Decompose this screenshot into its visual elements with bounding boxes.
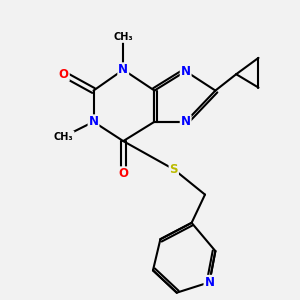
Text: O: O	[59, 68, 69, 81]
Text: N: N	[204, 276, 214, 289]
Text: O: O	[118, 167, 128, 180]
Text: S: S	[169, 163, 178, 176]
Text: N: N	[181, 65, 191, 78]
Text: CH₃: CH₃	[54, 132, 74, 142]
Text: CH₃: CH₃	[113, 32, 133, 42]
Text: N: N	[118, 63, 128, 76]
Text: N: N	[88, 115, 98, 128]
Text: N: N	[181, 115, 191, 128]
